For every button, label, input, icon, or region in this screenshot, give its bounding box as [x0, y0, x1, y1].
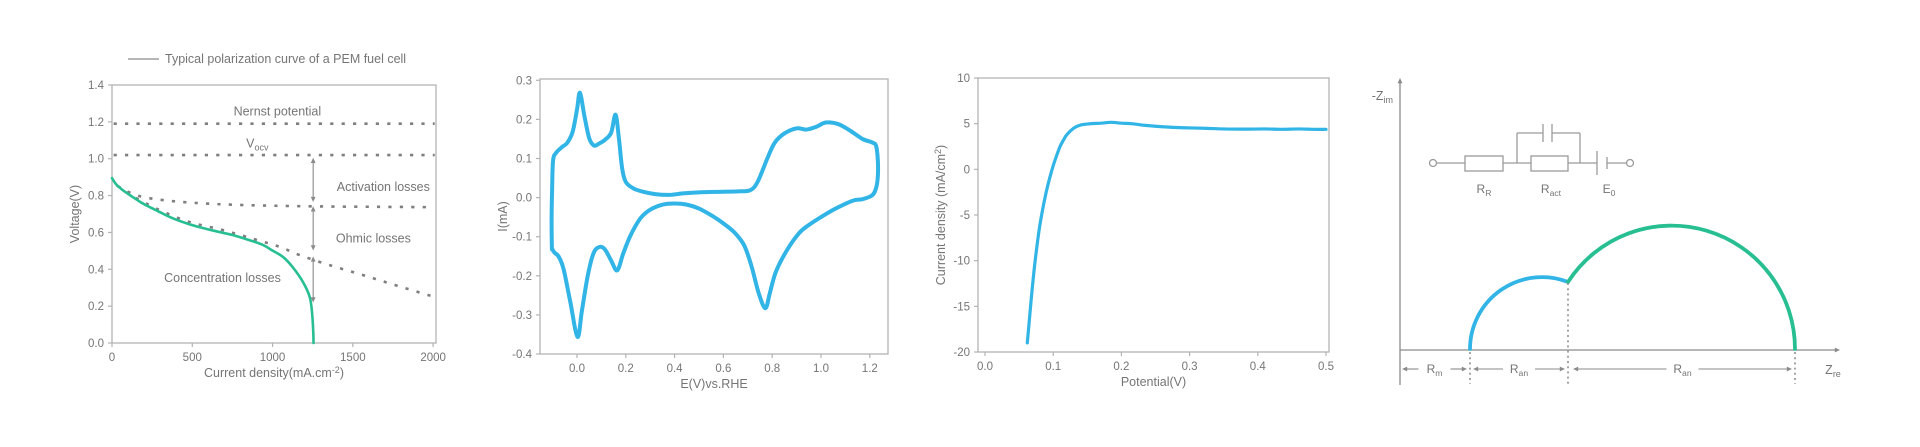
- y-tick-label: 0.2: [516, 114, 532, 126]
- arrowhead-right: [1559, 366, 1565, 372]
- x-tick-label: 1.2: [862, 363, 878, 375]
- x-tick-label: 0: [109, 352, 115, 364]
- y-tick-label: 1.2: [88, 117, 104, 129]
- y-tick-label: 0.8: [88, 191, 104, 203]
- x-tick-label: 0.2: [618, 363, 634, 375]
- nyquist-impedance-diagram: -Zim Zre RR Ract E0 Rm Ran Ran: [1372, 78, 1841, 385]
- x-tick-label: 0.3: [1182, 361, 1198, 373]
- x-tick-label: 1000: [260, 352, 286, 364]
- x-tick-label: 0.0: [569, 363, 585, 375]
- plot-frame: [111, 84, 437, 344]
- arrowhead-up: [310, 256, 316, 262]
- terminal-node: [1428, 158, 1438, 168]
- legend-label: Typical polarization curve of a PEM fuel…: [165, 52, 406, 66]
- zre-axis-label: Zre: [1825, 363, 1841, 379]
- cv-loop: [549, 90, 881, 339]
- x-tick-label: 0.4: [1250, 361, 1267, 373]
- y-tick-label: -10: [953, 256, 970, 268]
- y-tick-label: 1.4: [88, 80, 105, 92]
- x-tick-label: 0.4: [667, 363, 684, 375]
- y-tick-label: 0.3: [516, 75, 532, 87]
- arrowhead-up: [310, 206, 316, 212]
- x-tick-label: 0.5: [1318, 361, 1334, 373]
- x-tick-label: 0.2: [1113, 361, 1129, 373]
- y-tick-label: 0.1: [516, 153, 532, 165]
- arrowhead-down: [310, 297, 316, 303]
- y-axis-label: Voltage(V): [68, 185, 82, 243]
- y-tick-label: -0.2: [512, 271, 532, 283]
- y-tick-label: 5: [964, 119, 970, 131]
- x-tick-label: 0.8: [764, 363, 780, 375]
- annotation-label: Ohmic losses: [336, 232, 411, 246]
- plot-frame: [539, 78, 889, 355]
- annotation-label: Vocv: [246, 137, 269, 153]
- resistance-span-label: Rm: [1427, 362, 1443, 378]
- y-axis-label: I(mA): [496, 201, 510, 232]
- arrowhead-right: [1786, 366, 1792, 372]
- arrowhead-left: [1473, 366, 1479, 372]
- terminal-node: [1625, 158, 1635, 168]
- membrane-resistance-arc: [1468, 275, 1570, 351]
- x-tick-label: 0.6: [715, 363, 731, 375]
- y-tick-label: -0.1: [512, 232, 532, 244]
- y-tick-label: -15: [953, 301, 970, 313]
- resistor-box: [1464, 155, 1504, 172]
- y-tick-label: 10: [957, 73, 970, 85]
- charge-transfer-arc: [1566, 223, 1797, 351]
- pem-polarization-curve-chart: 0 500 1000 1500 2000 1.4 1.2 1.0 0.8 0.6 0.4 0.2 0.0…: [68, 52, 446, 380]
- x-tick-label: 0.0: [977, 361, 993, 373]
- arrowhead-down: [310, 245, 316, 251]
- y-tick-label: 0.2: [88, 301, 104, 313]
- y-tick-label: -5: [960, 210, 970, 222]
- cyclic-voltammogram-chart: 0.0 0.2 0.4 0.6 0.8 1.0 1.2 0.3 0.2 0.1 0.0 -0.1 -0.…: [496, 75, 889, 391]
- resistance-span-label: Ran: [1673, 362, 1691, 378]
- lsv-polarization-chart: 0.0 0.1 0.2 0.3 0.4 0.5 10 5 0 -5 -10 -15 -20 Potenti…: [933, 73, 1334, 389]
- arrowhead-right: [1834, 347, 1840, 353]
- zim-axis-label: -Zim: [1372, 89, 1393, 105]
- resistance-span-label: Ran: [1510, 362, 1528, 378]
- annotation-label: Activation losses: [337, 180, 430, 194]
- arrowhead-right: [1461, 366, 1467, 372]
- y-tick-label: -20: [953, 347, 970, 359]
- y-tick-label: 0.0: [88, 338, 104, 350]
- y-tick-label: 0.6: [88, 227, 104, 239]
- circuit-element-label: RR: [1477, 182, 1492, 198]
- x-axis-label: E(V)vs.RHE: [680, 377, 747, 391]
- y-axis-label: Current density (mA/cm2): [933, 145, 948, 285]
- arrowhead-left: [1402, 366, 1408, 372]
- x-tick-label: 1.0: [813, 363, 829, 375]
- circuit-element-label: E0: [1603, 182, 1616, 198]
- x-tick-label: 500: [183, 352, 202, 364]
- circuit-element-label: Ract: [1541, 182, 1562, 198]
- annotation-label: Concentration losses: [164, 271, 281, 285]
- x-tick-label: 1500: [340, 352, 366, 364]
- y-tick-label: -0.3: [512, 310, 532, 322]
- x-tick-label: 0.1: [1045, 361, 1061, 373]
- annotation-label: Nernst potential: [234, 104, 322, 118]
- x-axis-label: Potential(V): [1121, 375, 1186, 389]
- arrowhead-left: [1573, 366, 1579, 372]
- arrowhead-down: [310, 196, 316, 203]
- arrowhead-up: [1397, 78, 1403, 84]
- y-tick-label: -0.4: [512, 349, 532, 361]
- arrowhead-up: [310, 157, 316, 163]
- y-tick-label: 0.0: [516, 193, 532, 205]
- polarization-curve: [110, 176, 315, 345]
- resistor-box: [1530, 155, 1569, 172]
- y-tick-label: 0.4: [88, 264, 105, 276]
- x-axis-label: Current density(mA.cm-2): [204, 365, 344, 380]
- current-density-scan: [1025, 120, 1328, 345]
- x-tick-label: 2000: [420, 352, 446, 364]
- y-tick-label: 0: [964, 164, 970, 176]
- y-tick-label: 1.0: [88, 154, 104, 166]
